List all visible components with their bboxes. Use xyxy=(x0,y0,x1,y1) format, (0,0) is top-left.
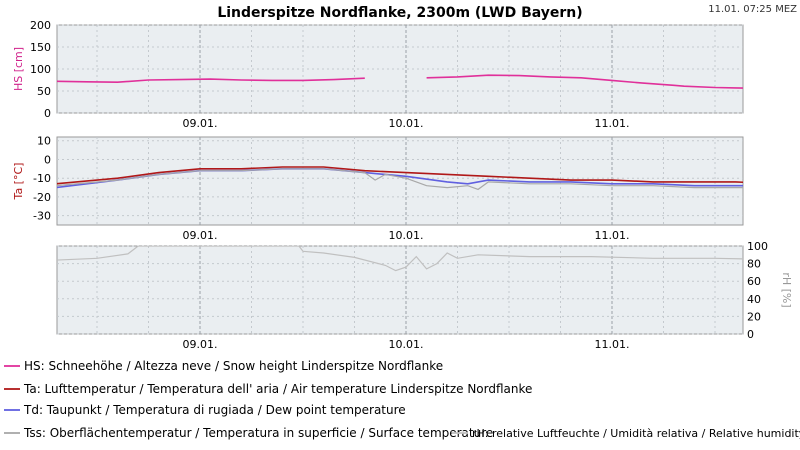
x-tick-label: 11.01. xyxy=(595,117,630,130)
y-tick-label: 200 xyxy=(30,19,51,32)
chart-title: Linderspitze Nordflanke, 2300m (LWD Baye… xyxy=(217,5,582,21)
y-tick-label: 0 xyxy=(44,153,51,166)
x-tick-label: 09.01. xyxy=(183,117,218,130)
hs-series-line xyxy=(426,74,743,89)
y-tick-label: 150 xyxy=(30,41,51,54)
rh-series-line xyxy=(57,246,743,272)
x-tick-label: 09.01. xyxy=(183,338,218,351)
y-tick-label: 100 xyxy=(747,240,768,253)
y-tick-label: 10 xyxy=(37,135,51,148)
y-tick-label: 50 xyxy=(37,85,51,98)
y-tick-label: -30 xyxy=(33,210,51,223)
rh-legend-label: rH: relative Luftfeuchte / Umidità relat… xyxy=(472,427,800,440)
y-tick-label: 0 xyxy=(747,328,754,341)
temperature-y-axis-label: Ta [°C] xyxy=(12,163,25,201)
y-tick-label: 20 xyxy=(747,310,761,323)
hs-series-line xyxy=(57,77,365,84)
humidity-y-axis-label: rH [%] xyxy=(780,272,793,307)
y-tick-label: 80 xyxy=(747,258,761,271)
y-tick-label: 40 xyxy=(747,293,761,306)
ta-legend-label: Ta: Lufttemperatur / Temperatura dell' a… xyxy=(23,382,532,396)
y-tick-label: -10 xyxy=(33,172,51,185)
y-tick-label: 60 xyxy=(747,275,761,288)
y-tick-label: 100 xyxy=(30,63,51,76)
ta-series-line xyxy=(57,166,743,185)
y-tick-label: 0 xyxy=(44,107,51,120)
tss-legend-label: Tss: Oberflächentemperatur / Temperatura… xyxy=(23,426,493,440)
x-tick-label: 11.01. xyxy=(595,338,630,351)
snow-plot-area xyxy=(56,24,744,114)
x-tick-label: 10.01. xyxy=(389,229,424,242)
x-tick-label: 10.01. xyxy=(389,338,424,351)
hs-legend-label: HS: Schneehöhe / Altezza neve / Snow hei… xyxy=(24,359,443,373)
timestamp: 11.01. 07:25 MEZ xyxy=(708,4,797,15)
x-tick-label: 11.01. xyxy=(595,229,630,242)
humidity-panel: 0 20 40 60 80 100 09.01. 10.01. 11.01. rH [%] xyxy=(56,240,793,351)
tss-series-line xyxy=(57,168,743,191)
humidity-plot-area xyxy=(56,245,744,335)
legend: HS: Schneehöhe / Altezza neve / Snow hei… xyxy=(4,359,800,440)
y-tick-label: -20 xyxy=(33,191,51,204)
snow-y-axis-label: HS [cm] xyxy=(12,47,25,91)
td-legend-label: Td: Taupunkt / Temperatura di rugiada / … xyxy=(23,403,406,417)
x-tick-label: 09.01. xyxy=(183,229,218,242)
x-tick-label: 10.01. xyxy=(389,117,424,130)
